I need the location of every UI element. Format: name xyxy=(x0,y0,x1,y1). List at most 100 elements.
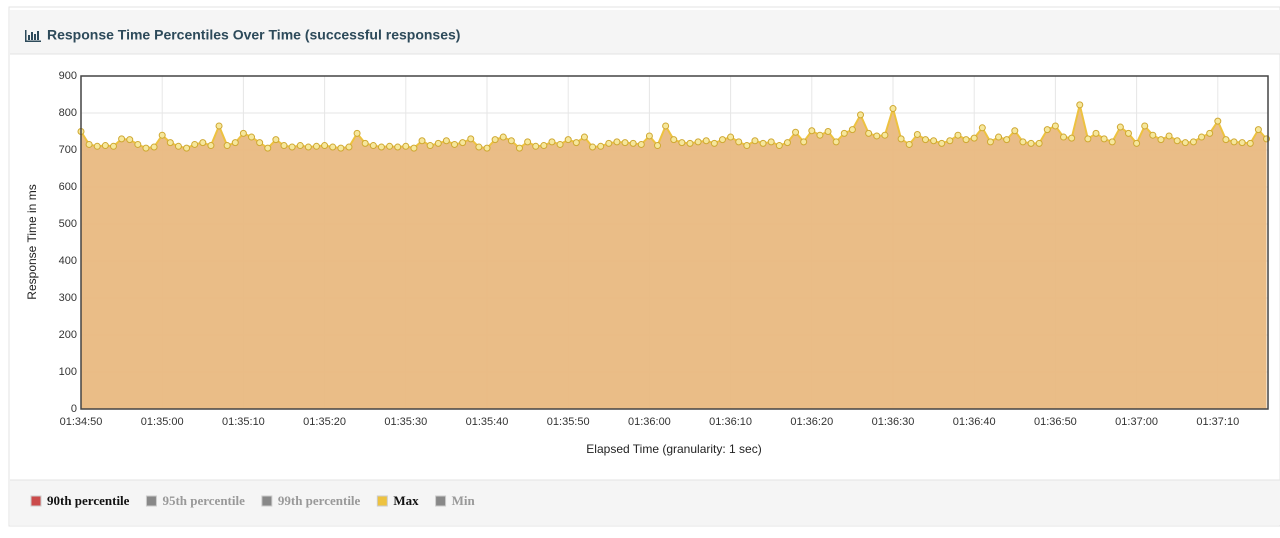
point xyxy=(1084,135,1092,143)
point xyxy=(783,139,791,147)
point xyxy=(402,142,410,150)
point xyxy=(353,129,361,137)
point xyxy=(158,131,166,139)
point xyxy=(386,142,394,150)
legend-swatch[interactable] xyxy=(30,495,42,507)
point xyxy=(710,139,718,147)
point xyxy=(1011,127,1019,135)
point xyxy=(678,139,686,147)
point xyxy=(1124,129,1132,137)
legend-label[interactable]: 95th percentile xyxy=(162,493,245,508)
point xyxy=(897,135,905,143)
x-tick-label: 01:35:10 xyxy=(222,416,265,428)
point xyxy=(946,137,954,145)
point xyxy=(451,140,459,148)
legend-label[interactable]: Min xyxy=(452,493,476,508)
point xyxy=(970,134,978,142)
x-tick-label: 01:37:00 xyxy=(1115,416,1158,428)
point xyxy=(767,138,775,146)
point xyxy=(1222,136,1230,144)
x-tick-label: 01:35:30 xyxy=(384,416,427,428)
point xyxy=(483,144,491,152)
point xyxy=(597,142,605,150)
point xyxy=(548,138,556,146)
point xyxy=(1149,131,1157,139)
x-tick-label: 01:37:10 xyxy=(1196,416,1239,428)
y-tick-label: 100 xyxy=(59,366,77,378)
point xyxy=(524,138,532,146)
point xyxy=(954,131,962,139)
point xyxy=(475,143,483,151)
x-tick-label: 01:35:00 xyxy=(141,416,184,428)
point xyxy=(921,136,929,144)
point xyxy=(248,133,256,141)
point xyxy=(808,127,816,135)
point xyxy=(321,142,329,150)
point xyxy=(394,143,402,151)
legend: 90th percentile 95th percentile 99th perce… xyxy=(30,493,476,508)
point xyxy=(499,133,507,141)
point xyxy=(686,139,694,147)
point xyxy=(1230,138,1238,146)
point xyxy=(442,137,450,145)
point xyxy=(272,136,280,144)
legend-label[interactable]: 90th percentile xyxy=(47,493,130,508)
point xyxy=(1019,138,1027,146)
point xyxy=(1108,138,1116,146)
legend-swatch[interactable] xyxy=(261,495,273,507)
x-tick-label: 01:36:40 xyxy=(953,416,996,428)
point xyxy=(337,144,345,152)
point xyxy=(207,142,215,150)
area xyxy=(81,104,1267,410)
legend-label[interactable]: Max xyxy=(393,493,419,508)
y-tick-label: 400 xyxy=(59,255,77,267)
point xyxy=(857,111,865,119)
point xyxy=(256,139,264,147)
point xyxy=(727,133,735,141)
x-tick-label: 01:35:40 xyxy=(466,416,509,428)
point xyxy=(166,139,174,147)
point xyxy=(134,140,142,148)
point xyxy=(515,144,523,152)
point xyxy=(889,105,897,113)
point xyxy=(1092,129,1100,137)
point xyxy=(938,139,946,147)
point xyxy=(775,142,783,150)
point xyxy=(191,140,199,148)
point xyxy=(491,136,499,144)
x-tick-label: 01:34:50 xyxy=(60,416,103,428)
point xyxy=(637,140,645,148)
legend-label[interactable]: 99th percentile xyxy=(278,493,361,508)
legend-swatch[interactable] xyxy=(435,495,447,507)
point xyxy=(621,139,629,147)
point xyxy=(718,136,726,144)
point xyxy=(1189,138,1197,146)
legend-swatch[interactable] xyxy=(145,495,157,507)
point xyxy=(304,143,312,151)
point xyxy=(142,144,150,152)
point xyxy=(1238,139,1246,147)
point xyxy=(913,130,921,138)
point xyxy=(329,143,337,151)
point xyxy=(239,129,247,137)
point xyxy=(174,142,182,150)
point xyxy=(986,138,994,146)
point xyxy=(800,138,808,146)
point xyxy=(264,144,272,152)
point xyxy=(694,138,702,146)
point xyxy=(223,142,231,150)
point xyxy=(662,122,670,130)
point xyxy=(377,143,385,151)
point xyxy=(629,139,637,147)
legend-swatch[interactable] xyxy=(376,495,388,507)
point xyxy=(743,142,751,150)
point xyxy=(1035,139,1043,147)
point xyxy=(702,137,710,145)
point xyxy=(183,144,191,152)
point xyxy=(670,136,678,144)
x-tick-label: 01:35:20 xyxy=(303,416,346,428)
point xyxy=(345,143,353,151)
point xyxy=(369,142,377,150)
point xyxy=(832,138,840,146)
point xyxy=(1003,136,1011,144)
